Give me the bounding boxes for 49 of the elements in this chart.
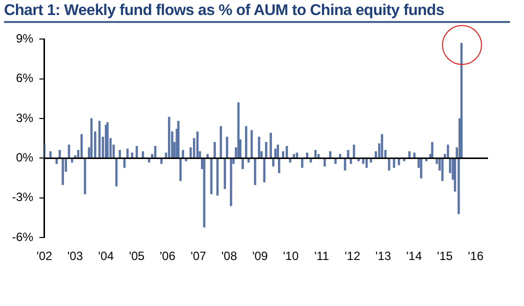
x-tick-label: '05 (128, 249, 145, 264)
bar (214, 142, 216, 158)
bar (177, 120, 180, 158)
bar (131, 152, 134, 158)
x-tick-label: '08 (221, 249, 238, 264)
bar (210, 158, 212, 194)
bar (136, 146, 138, 158)
bar (286, 146, 288, 158)
x-tick-label: '15 (437, 249, 454, 264)
x-tick-label: '03 (67, 249, 84, 264)
x-tick-label: '02 (36, 249, 52, 264)
bar (420, 158, 422, 178)
bar (413, 152, 416, 158)
bar (301, 158, 304, 168)
y-tick-label: 0% (16, 150, 34, 165)
bar (324, 158, 326, 167)
bar (270, 132, 272, 158)
bar (242, 158, 244, 170)
x-tick-label: '11 (314, 249, 330, 264)
y-tick-label: -6% (12, 230, 34, 244)
bar (58, 150, 61, 158)
bar (250, 130, 253, 158)
bar (154, 146, 156, 158)
x-tick-label: '13 (375, 249, 392, 264)
bar (362, 158, 364, 164)
x-tick-label: '12 (344, 249, 361, 264)
bar (272, 158, 274, 167)
bar (203, 158, 206, 228)
bar (62, 158, 64, 186)
y-tick-label: 6% (16, 71, 34, 86)
x-tick-label: '04 (98, 249, 114, 264)
bar (431, 142, 434, 158)
x-tick-label: '10 (282, 249, 299, 264)
x-tick-label: '16 (468, 249, 484, 264)
x-tick-label: '14 (406, 249, 422, 264)
bar (346, 150, 350, 158)
x-tick-label: '07 (190, 249, 207, 264)
x-tick-label: '09 (252, 249, 268, 264)
y-tick-label: 9% (16, 32, 34, 46)
bar (56, 158, 58, 164)
x-tick-label: '06 (160, 249, 176, 264)
y-tick-label: 3% (16, 110, 34, 125)
bar (220, 126, 222, 158)
chart-title: Chart 1: Weekly fund flows as % of AUM to China equity funds (4, 2, 510, 23)
y-tick-label: -3% (12, 190, 34, 204)
bar (306, 152, 308, 158)
bar (118, 150, 121, 158)
bar (245, 126, 248, 158)
bar (329, 151, 332, 158)
